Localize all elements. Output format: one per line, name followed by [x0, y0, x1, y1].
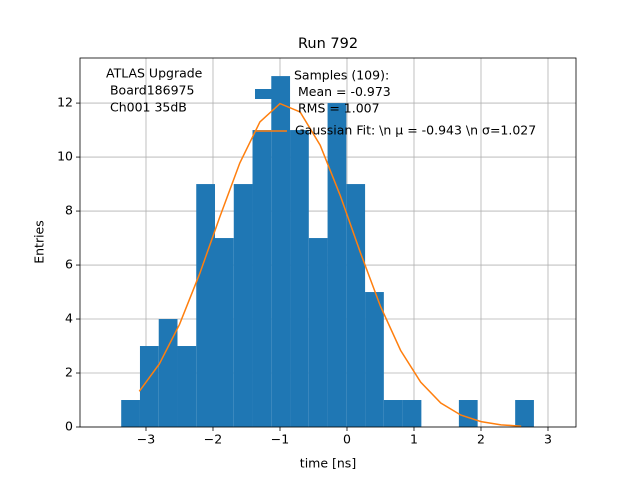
legend-label: Gaussian Fit: \n μ = -0.943 \n σ=1.027 — [295, 123, 536, 138]
bar — [139, 346, 159, 427]
x-tick-label: 2 — [477, 432, 485, 447]
y-tick-label: 10 — [57, 149, 73, 164]
y-tick-label: 0 — [65, 419, 73, 434]
bar — [158, 319, 178, 427]
bar — [271, 76, 291, 428]
y-tick-label: 8 — [65, 203, 73, 218]
bar — [458, 400, 478, 427]
x-tick-label: 1 — [410, 432, 418, 447]
annotation: Ch001 35dB — [106, 100, 187, 115]
bar — [290, 130, 309, 427]
y-tick-label: 6 — [65, 257, 73, 272]
annotation: ATLAS Upgrade — [106, 66, 203, 81]
x-tick-label: −1 — [271, 432, 289, 447]
plot-frame — [79, 57, 577, 428]
chart-title: Run 792 — [298, 36, 358, 52]
y-axis-label: Entries — [32, 220, 47, 264]
bar — [365, 292, 384, 427]
bar — [346, 184, 366, 427]
bar — [215, 238, 234, 427]
y-tick-label: 4 — [65, 311, 73, 326]
bar — [308, 238, 328, 427]
bar — [327, 103, 347, 427]
bar — [233, 184, 253, 427]
x-tick-label: −2 — [204, 432, 222, 447]
legend-label: RMS = 1.007 — [294, 101, 380, 116]
y-tick-label: 2 — [65, 365, 73, 380]
legend-label: Samples (109): — [294, 68, 389, 83]
x-axis-label: time [ns] — [300, 456, 356, 471]
fit-line — [138, 102, 522, 427]
x-tick-label: −3 — [137, 432, 155, 447]
annotation: Board186975 — [106, 83, 194, 98]
y-tick-label: 12 — [57, 95, 73, 110]
x-tick-label: 3 — [544, 432, 552, 447]
legend-label: Mean = -0.973 — [294, 84, 391, 99]
bar — [252, 130, 272, 427]
bar — [196, 184, 216, 427]
bar — [177, 346, 197, 427]
bar — [383, 400, 403, 427]
bar — [121, 400, 140, 427]
bar — [402, 400, 422, 427]
bar — [515, 400, 534, 427]
legend-patch — [255, 89, 287, 99]
x-tick-label: 0 — [343, 432, 351, 447]
